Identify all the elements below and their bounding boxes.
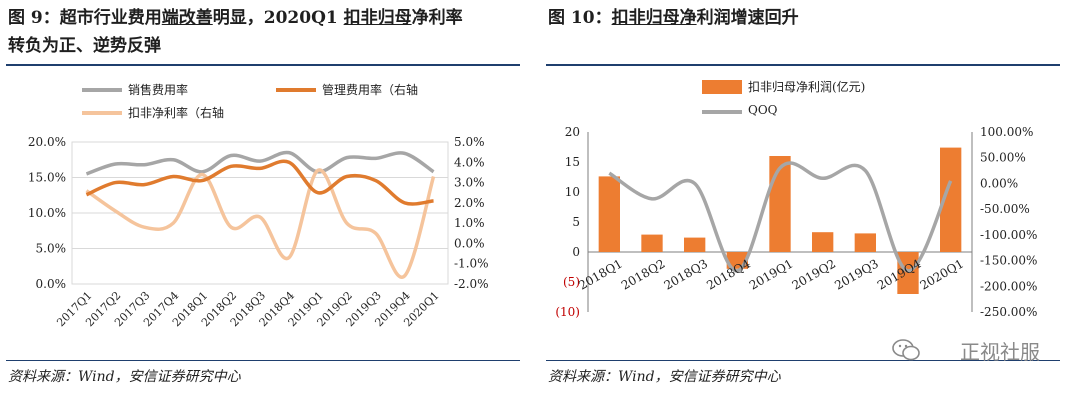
legend-label-netmargin: 扣非净利率（右轴: [128, 106, 225, 120]
y-tick-label-right: 50.00%: [980, 151, 1026, 165]
bar-profit: [598, 176, 620, 252]
y-tick-label-right: 4.0%: [454, 155, 485, 169]
wechat-icon: [892, 339, 920, 361]
x-tick-label: 2020Q1: [918, 256, 967, 292]
watermark-text: 正视社服: [960, 340, 1040, 364]
y-tick-label-right: -150.00%: [980, 254, 1037, 268]
legend-swatch-qoq: [702, 110, 742, 114]
y-tick-label-left: 0.0%: [36, 277, 67, 291]
title-rule: [6, 64, 520, 66]
left-figure: 图 9：超市行业费用端改善明显，2020Q1 扣非归母净利率 转负为正、逆势反弹…: [0, 0, 528, 400]
y-tick-label-left: 10.0%: [28, 206, 66, 220]
y-tick-label-right: -50.00%: [980, 202, 1030, 216]
y-tick-label-right: 2.0%: [454, 196, 485, 210]
y-tick-label-right: 3.0%: [454, 176, 485, 190]
title-segment: 明显，2020Q1: [212, 8, 344, 28]
y-tick-label-left: 15: [565, 155, 580, 169]
y-tick-label-left: 20: [565, 125, 580, 139]
legend-swatch-profit: [702, 80, 742, 94]
x-tick-label: 2018Q2: [619, 256, 668, 292]
legend-swatch-netmargin: [82, 111, 122, 115]
y-tick-label-left: 5.0%: [36, 242, 67, 256]
y-tick-label-right: 1.0%: [454, 216, 485, 230]
y-tick-label-right: -2.0%: [454, 277, 489, 291]
title-line-2: 转负为正、逆势反弹: [8, 36, 161, 56]
source-rule: [6, 360, 520, 361]
series-line-admin: [85, 159, 434, 206]
source-rule: [546, 360, 1060, 361]
title-segment: 利润增速回升: [696, 8, 799, 28]
y-tick-label-right: -200.00%: [980, 279, 1037, 293]
left-source: 资料来源：Wind，安信证券研究中心: [8, 369, 241, 385]
y-tick-label-right: 0.0%: [454, 236, 485, 250]
right-combo-chart: (10) (5) 0 5 10 15 20 -250.00% -200.00% -150.00% -…: [555, 125, 1037, 319]
y-tick-label-right: -1.0%: [454, 257, 489, 271]
left-line-chart: 0.0% 5.0% 10.0% 15.0% 20.0% -2.0% -1.0% 0.0% 1.0…: [28, 135, 489, 329]
title-segment: 扣非归母净: [611, 8, 697, 28]
x-tick-label: 2019Q2: [790, 256, 839, 292]
y-tick-label-left: 15.0%: [28, 171, 66, 185]
legend-label-qoq: QOQ: [748, 103, 778, 117]
title-segment: 扣非归母: [343, 8, 412, 28]
bar-profit: [940, 147, 962, 252]
series-line-netmargin: [85, 168, 436, 279]
legend-swatch-sales: [82, 88, 122, 92]
legend-label-profit: 扣非归母净利润(亿元): [748, 80, 866, 94]
x-tick-label: 2018Q3: [662, 256, 711, 292]
legend-label-admin: 管理费用率（右轴: [322, 83, 419, 97]
left-figure-title: 图 9：超市行业费用端改善明显，2020Q1 扣非归母净利率 转负为正、逆势反弹: [8, 4, 520, 60]
title-rule: [546, 64, 1060, 66]
right-source: 资料来源：Wind，安信证券研究中心: [548, 369, 781, 385]
y-tick-label-right: -100.00%: [980, 228, 1037, 242]
y-tick-label-left: 5: [572, 215, 580, 229]
y-tick-label-right: 100.00%: [980, 125, 1033, 139]
y-tick-label-left: 0: [572, 245, 580, 259]
title-segment: 端改善: [161, 8, 213, 28]
bar-profit: [641, 234, 663, 252]
bar-profit: [812, 232, 834, 252]
title-segment: 图 9：超市行业费用: [8, 8, 162, 28]
bar-profit: [897, 252, 919, 294]
y-tick-label-left: 10: [565, 185, 580, 199]
y-tick-label-right: -250.00%: [980, 305, 1037, 319]
legend-label-sales: 销售费用率: [128, 83, 189, 97]
y-tick-label-right: 5.0%: [454, 135, 485, 149]
bar-profit: [684, 237, 706, 252]
bar-profit: [854, 233, 876, 252]
title-segment: 净利率: [411, 8, 463, 28]
right-figure: 图 10：扣非归母净利润增速回升 扣非归母净利润(亿元) QOQ (10) (5)…: [540, 0, 1070, 400]
x-tick-label: 2019Q1: [747, 256, 796, 292]
y-tick-label-left: (10): [555, 305, 580, 319]
x-tick-label: 2019Q3: [832, 256, 881, 292]
y-tick-label-left: (5): [563, 275, 580, 289]
legend-swatch-admin: [276, 88, 316, 92]
y-tick-label-left: 20.0%: [28, 135, 66, 149]
title-segment: 图 10：: [548, 8, 612, 28]
right-figure-title: 图 10：扣非归母净利润增速回升: [548, 4, 1060, 32]
series-line-qoq: [608, 161, 953, 273]
x-tick-label: 2018Q1: [576, 256, 625, 292]
series-line-sales: [85, 150, 435, 176]
y-tick-label-right: 0.00%: [980, 176, 1018, 190]
